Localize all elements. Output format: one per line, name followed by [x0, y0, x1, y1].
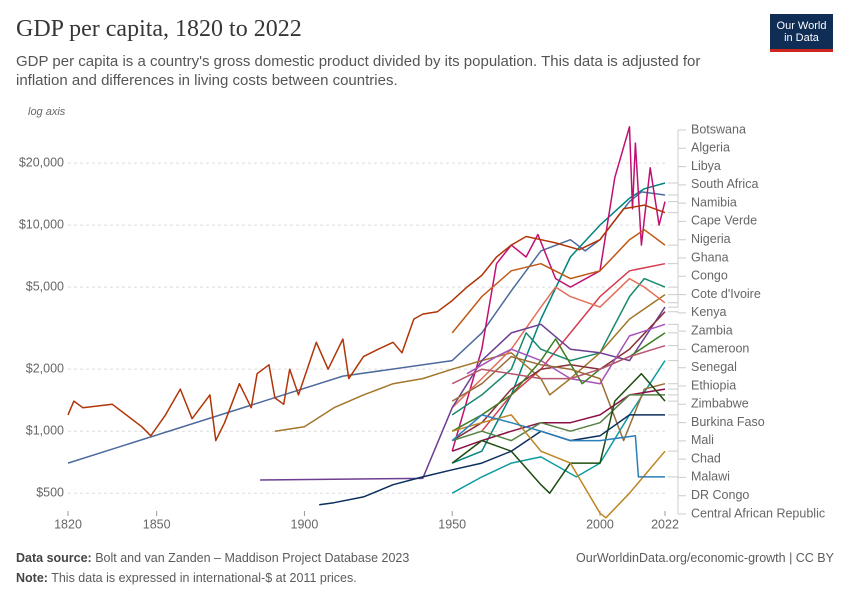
- y-tick-label: $5,000: [26, 279, 64, 293]
- legend-label: South Africa: [691, 177, 758, 191]
- legend-connector: [668, 202, 686, 246]
- legend-connector: [668, 220, 686, 265]
- series-line: [451, 414, 665, 478]
- legend-label: Cote d'Ivoire: [691, 287, 761, 301]
- source-line: Data source: Bolt and van Zanden – Maddi…: [16, 548, 834, 568]
- axis-note: log axis: [28, 106, 66, 118]
- series-line: [451, 277, 666, 409]
- series-line: [451, 182, 666, 464]
- legend-label: Central African Republic: [691, 506, 825, 520]
- series-line: [451, 277, 666, 416]
- source-url[interactable]: OurWorldinData.org/economic-growth | CC …: [576, 551, 834, 565]
- series-line: [67, 204, 666, 442]
- legend-connector: [668, 388, 686, 424]
- legend-label: Botswana: [691, 122, 746, 136]
- series-line: [451, 360, 666, 494]
- legend-label: Zimbabwe: [691, 397, 749, 411]
- legend-label: Nigeria: [691, 232, 731, 246]
- legend-label: Senegal: [691, 360, 737, 374]
- legend-label: Kenya: [691, 305, 726, 319]
- legend-label: Chad: [691, 451, 721, 465]
- footer: Data source: Bolt and van Zanden – Maddi…: [16, 548, 834, 588]
- note-line: Note: This data is expressed in internat…: [16, 568, 834, 588]
- legend-connector: [668, 414, 686, 478]
- series-line: [451, 414, 666, 519]
- legend-label: Congo: [691, 269, 728, 283]
- legend-connector: [668, 323, 686, 332]
- legend-connector: [668, 400, 686, 460]
- series-line: [319, 414, 665, 506]
- y-tick-label: $2,000: [26, 361, 64, 375]
- series-line: [451, 388, 666, 452]
- legend-connector: [668, 450, 686, 497]
- series-line: [260, 306, 666, 481]
- legend-connector: [668, 294, 686, 308]
- legend-label: Mali: [691, 433, 714, 447]
- series-line: [451, 372, 666, 494]
- legend-label: Ghana: [691, 250, 729, 264]
- chart-subtitle: GDP per capita is a country's gross dome…: [16, 53, 701, 89]
- legend-label: Zambia: [691, 323, 733, 337]
- logo[interactable]: Our World in Data: [770, 14, 833, 52]
- source-label: Data source:: [16, 551, 92, 565]
- series-line: [466, 323, 666, 385]
- legend-label: Burkina Faso: [691, 415, 765, 429]
- y-tick-label: $20,000: [19, 155, 64, 169]
- logo-text: Our World: [776, 20, 827, 32]
- series-line: [451, 228, 666, 334]
- legend-label: Malawi: [691, 470, 730, 484]
- series-line: [451, 344, 666, 385]
- logo-text: in Data: [784, 32, 819, 44]
- legend-connector: [668, 394, 686, 442]
- legend-connector: [668, 184, 686, 214]
- legend-connector: [668, 129, 686, 184]
- y-tick-label: $10,000: [19, 217, 64, 231]
- legend-connector: [668, 147, 686, 196]
- x-tick-label: 1950: [438, 517, 466, 531]
- y-tick-label: $500: [36, 486, 64, 500]
- legend-connector: [668, 360, 686, 387]
- legend-label: Algeria: [691, 141, 730, 155]
- x-tick-label: 2000: [586, 517, 614, 531]
- legend-connector: [668, 166, 686, 203]
- legend-label: Ethiopia: [691, 378, 736, 392]
- legend-connector: [668, 275, 686, 304]
- legend-label: Libya: [691, 159, 721, 173]
- legend-label: DR Congo: [691, 488, 749, 502]
- x-tick-label: 1820: [54, 517, 82, 531]
- series-line: [451, 355, 666, 442]
- legend-connector: [668, 476, 686, 515]
- chart-title: GDP per capita, 1820 to 2022: [16, 16, 302, 42]
- legend-label: Cape Verde: [691, 214, 757, 228]
- legend-connector: [668, 332, 686, 350]
- legend-connector: [668, 345, 686, 369]
- series-line: [451, 394, 665, 442]
- y-tick-label: $1,000: [26, 423, 64, 437]
- legend-label: Cameroon: [691, 342, 749, 356]
- note: This data is expressed in international-…: [51, 571, 357, 585]
- source: Bolt and van Zanden – Maddison Project D…: [95, 551, 410, 565]
- x-tick-label: 1850: [143, 517, 171, 531]
- legend-connector: [668, 311, 686, 314]
- x-tick-label: 2022: [651, 517, 679, 531]
- legend-label: Namibia: [691, 195, 737, 209]
- note-label: Note:: [16, 571, 48, 585]
- x-tick-label: 1900: [291, 517, 319, 531]
